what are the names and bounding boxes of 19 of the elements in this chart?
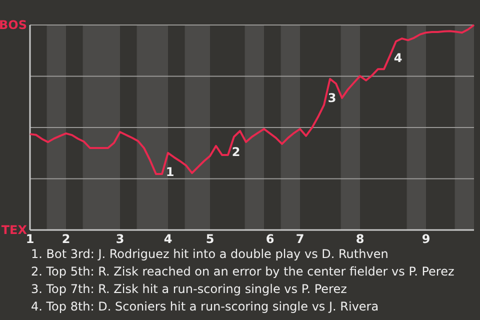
x-tick-label: 3 <box>116 232 124 246</box>
annotation: 3 <box>328 91 336 106</box>
text: TEX <box>1 223 28 238</box>
text: 4. Top 8th: D. Sconiers hit a run-scoring single vs J. Rivera <box>31 300 379 314</box>
x-tick-label: 5 <box>206 232 214 246</box>
x-tick-label: 2 <box>62 232 70 246</box>
text: 3. Top 7th: R. Zisk hit a run-scoring single vs P. Perez <box>31 282 347 296</box>
annotation: 1 <box>166 165 174 180</box>
annotation: 2 <box>232 145 240 160</box>
x-tick-label: 1 <box>26 232 34 246</box>
text: 1. Bot 3rd: J. Rodriguez hit into a double play vs D. Ruthven <box>31 247 388 261</box>
text: 2. Top 5th: R. Zisk reached on an error by the center fielder vs P. Perez <box>31 264 454 278</box>
x-tick-label: 6 <box>266 232 274 246</box>
x-tick-label: 9 <box>422 232 430 246</box>
annotation: 4 <box>394 51 402 66</box>
x-tick-label: 4 <box>164 232 172 246</box>
x-tick-label: 8 <box>356 232 364 246</box>
text: BOS <box>0 18 27 32</box>
x-tick-label: 7 <box>296 232 304 246</box>
